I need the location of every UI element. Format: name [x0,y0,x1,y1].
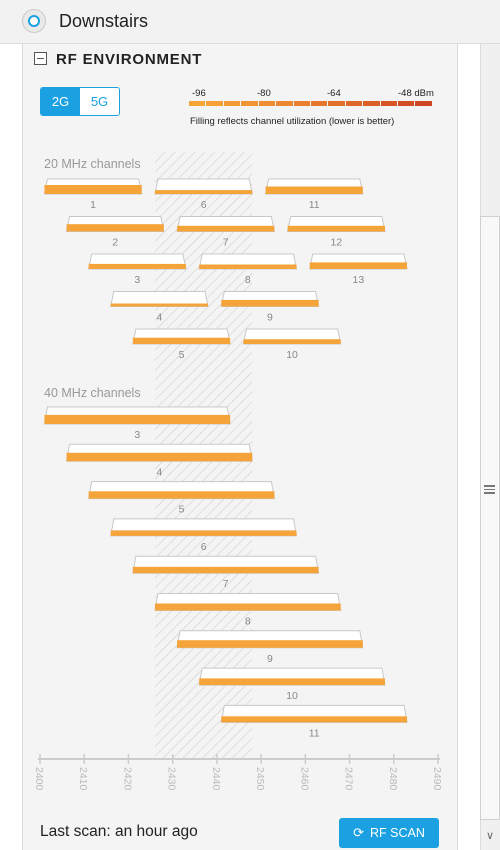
channel-utilization-fill [110,530,297,536]
channel-label: 5 [179,504,185,516]
channel-label: 1 [90,199,96,211]
channel-utilization-fill [88,263,186,269]
channel-utilization-fill [110,303,209,307]
channel-utilization-fill [88,491,275,499]
channel-label: 6 [201,541,207,553]
channel-utilization-fill [44,414,231,424]
band-5g-button[interactable]: 5G [80,88,119,115]
channel-label: 4 [156,466,162,478]
legend-segment [328,101,345,106]
rf-scan-button[interactable]: ⟳ RF SCAN [339,818,439,848]
channel-label: 3 [134,429,140,441]
legend-segment [276,101,293,106]
legend-segment [258,101,276,106]
scroll-down-icon[interactable]: ∨ [485,830,495,842]
legend-segment [293,101,310,106]
channel-label: 10 [286,349,298,361]
legend-note: Filling reflects channel utilization (lo… [190,116,395,127]
band-2g-button[interactable]: 2G [41,88,80,115]
channel-utilization-fill [132,566,319,574]
channel-utilization-fill [177,225,275,232]
channel-group-label: 20 MHz channels [44,157,141,171]
channel-chart: 2400 2410 2420 2430 2440 2450 2460 2470 2480 2490… [33,152,443,791]
refresh-icon: ⟳ [353,825,365,840]
channel-label: 13 [353,274,365,286]
channel-utilization-fill [221,299,319,307]
channel-utilization-fill [132,337,231,344]
rf-scan-label: RF SCAN [370,826,425,840]
header-bar: Downstairs [0,0,500,44]
channel-utilization-fill [221,716,408,723]
channel-label: 3 [134,274,140,286]
x-tick-label: 2440 [210,767,222,791]
channel-label: 5 [179,349,185,361]
legend-gradient-bar [189,101,432,106]
channel-label: 4 [156,312,162,324]
band-toggle[interactable]: 2G 5G [40,87,120,116]
channel-label: 8 [245,616,251,628]
channel-label: 8 [245,274,251,286]
channel-utilization-fill [66,452,253,462]
x-tick-label: 2460 [298,767,310,791]
x-tick-label: 2480 [387,767,399,791]
legend-label-80: -80 [257,88,271,99]
x-tick-label: 2490 [431,767,443,791]
channel-label: 7 [223,237,229,249]
channel-utilization-fill [265,186,363,194]
channel-label: 9 [267,312,273,324]
channel-utilization-fill [154,190,253,194]
legend-segment [345,101,363,106]
channel-utilization-fill [199,678,385,686]
channel-label: 2 [112,237,118,249]
x-tick-label: 2470 [343,767,355,791]
x-tick-label: 2400 [33,767,45,791]
channel-label: 9 [267,653,273,665]
last-scan-text: Last scan: an hour ago [40,823,198,840]
collapse-icon[interactable] [34,52,47,65]
legend-segment [380,101,398,106]
legend-segment [415,101,432,106]
channel-utilization-fill [177,640,363,648]
legend-label-96: -96 [192,88,206,99]
channel-utilization-fill [44,185,142,194]
channel-label: 7 [223,578,229,590]
legend-segment [189,101,206,106]
channel-label: 11 [309,199,320,211]
legend-segment [206,101,223,106]
x-tick-label: 2410 [77,767,89,791]
legend-label-64: -64 [327,88,341,99]
channel-utilization-fill [199,264,297,269]
channel-label: 10 [286,690,298,702]
legend-segment [223,101,241,106]
channel-utilization-fill [154,603,341,611]
channel-label: 12 [330,237,342,249]
channel-utilization-fill [66,224,164,232]
channel-utilization-fill [287,225,385,232]
legend-label-48: -48 dBm [398,88,434,99]
legend-segment [241,101,258,106]
channel-utilization-fill [243,339,341,344]
channel-group-label: 40 MHz channels [44,386,141,400]
legend-segment [398,101,415,106]
channel-label: 11 [309,727,320,739]
channel-label: 6 [201,199,207,211]
x-tick-label: 2430 [166,767,178,791]
device-title: Downstairs [59,11,149,31]
scrollbar-thumb[interactable] [480,216,500,820]
section-title: RF ENVIRONMENT [56,51,203,68]
legend-segment [310,101,328,106]
legend-segment [363,101,380,106]
x-tick-label: 2450 [254,767,266,791]
device-ring-icon[interactable] [22,9,46,33]
x-tick-label: 2420 [121,767,133,791]
channel-utilization-fill [309,262,408,269]
scroll-grip-icon [484,485,495,494]
